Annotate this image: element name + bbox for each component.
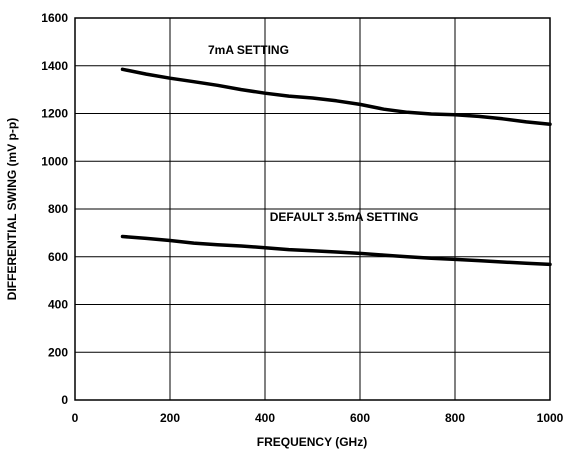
series-label-1: 7mA SETTING <box>208 43 289 57</box>
y-tick-label: 1200 <box>41 107 68 121</box>
x-tick-label: 0 <box>72 411 79 425</box>
y-tick-label: 400 <box>48 298 68 312</box>
x-tick-label: 600 <box>350 411 370 425</box>
x-tick-label: 200 <box>160 411 180 425</box>
y-tick-label: 0 <box>61 393 68 407</box>
y-tick-labels: 0 200 400 600 800 1000 1200 1400 1600 <box>41 11 68 407</box>
plot-frame <box>74 17 551 401</box>
y-tick-label: 1000 <box>41 154 68 168</box>
x-tick-labels: 0 200 400 600 800 1000 <box>72 411 564 425</box>
y-tick-label: 1600 <box>41 11 68 25</box>
series-layer <box>120 67 552 267</box>
x-tick-label: 1000 <box>537 411 564 425</box>
series-line-1 <box>120 67 552 126</box>
series-labels: 7mA SETTING DEFAULT 3.5mA SETTING <box>208 43 418 224</box>
grid-layer <box>75 18 550 400</box>
y-tick-label: 200 <box>48 345 68 359</box>
y-tick-label: 800 <box>48 202 68 216</box>
y-tick-label: 600 <box>48 250 68 264</box>
y-axis-title: DIFFERENTIAL SWING (mV p-p) <box>5 118 19 300</box>
series-line-2 <box>120 234 552 267</box>
x-tick-label: 800 <box>445 411 465 425</box>
x-tick-label: 400 <box>255 411 275 425</box>
series-label-2: DEFAULT 3.5mA SETTING <box>270 210 419 224</box>
y-tick-label: 1400 <box>41 59 68 73</box>
x-axis-title: FREQUENCY (GHz) <box>257 435 367 449</box>
